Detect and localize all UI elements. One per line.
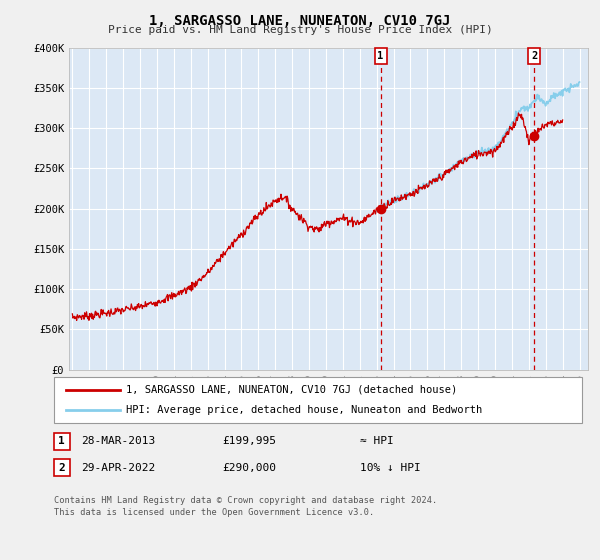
Text: HPI: Average price, detached house, Nuneaton and Bedworth: HPI: Average price, detached house, Nune… bbox=[126, 405, 482, 415]
Text: 2: 2 bbox=[58, 463, 65, 473]
Text: 29-APR-2022: 29-APR-2022 bbox=[81, 463, 155, 473]
Text: 1, SARGASSO LANE, NUNEATON, CV10 7GJ: 1, SARGASSO LANE, NUNEATON, CV10 7GJ bbox=[149, 14, 451, 28]
Text: 28-MAR-2013: 28-MAR-2013 bbox=[81, 436, 155, 446]
Text: Price paid vs. HM Land Registry's House Price Index (HPI): Price paid vs. HM Land Registry's House … bbox=[107, 25, 493, 35]
Text: £290,000: £290,000 bbox=[222, 463, 276, 473]
Text: 1: 1 bbox=[58, 436, 65, 446]
Text: 1, SARGASSO LANE, NUNEATON, CV10 7GJ (detached house): 1, SARGASSO LANE, NUNEATON, CV10 7GJ (de… bbox=[126, 385, 457, 395]
Text: Contains HM Land Registry data © Crown copyright and database right 2024.: Contains HM Land Registry data © Crown c… bbox=[54, 496, 437, 505]
Text: 1: 1 bbox=[377, 51, 383, 61]
Text: 10% ↓ HPI: 10% ↓ HPI bbox=[360, 463, 421, 473]
Text: £199,995: £199,995 bbox=[222, 436, 276, 446]
Text: 2: 2 bbox=[531, 51, 538, 61]
Text: This data is licensed under the Open Government Licence v3.0.: This data is licensed under the Open Gov… bbox=[54, 508, 374, 517]
Text: ≈ HPI: ≈ HPI bbox=[360, 436, 394, 446]
